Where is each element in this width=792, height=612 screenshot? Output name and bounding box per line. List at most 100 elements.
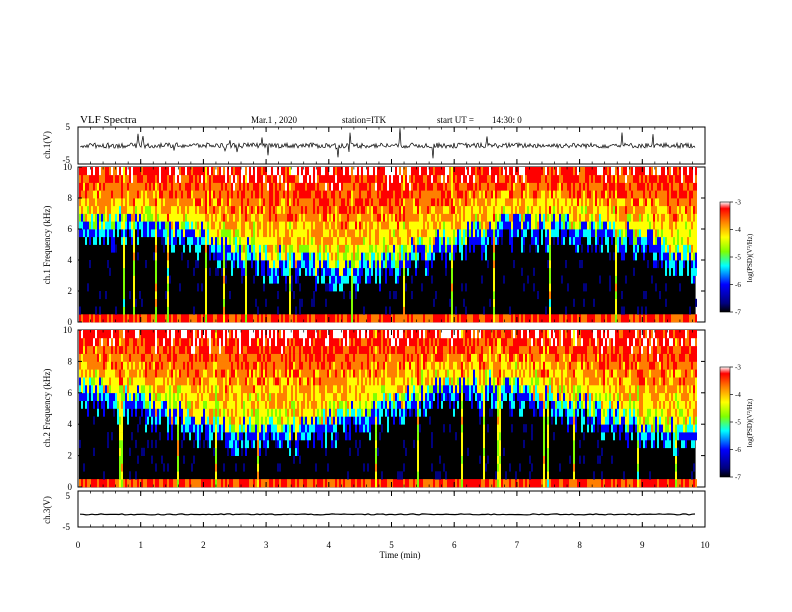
spectrogram-cell <box>153 314 155 323</box>
spectrogram-cell <box>155 361 157 370</box>
spectrogram-cell <box>523 283 525 292</box>
spectrogram-cell <box>275 229 277 238</box>
spectrogram-cell <box>347 167 349 176</box>
spectrogram-cell <box>643 314 645 323</box>
spectrogram-cell <box>173 369 175 378</box>
spectrogram-cell <box>179 400 181 409</box>
spectrogram-cell <box>661 174 663 183</box>
spectrogram-cell <box>147 416 149 425</box>
spectrogram-cell <box>643 182 645 191</box>
spectrogram-cell <box>351 275 353 284</box>
spectrogram-cell <box>435 236 437 245</box>
spectrogram-cell <box>153 213 155 222</box>
spectrogram-cell <box>85 236 87 245</box>
spectrogram-cell <box>305 213 307 222</box>
spectrogram-cell <box>621 221 623 230</box>
start-time-value: 14:30: 0 <box>492 115 522 125</box>
spectrogram-cell <box>683 205 685 214</box>
spectrogram-cell <box>149 361 151 370</box>
spectrogram-cell <box>687 260 689 269</box>
spectrogram-cell <box>693 213 695 222</box>
spectrogram-cell <box>229 244 231 253</box>
spectrogram-cell <box>401 190 403 199</box>
spectrogram-cell <box>115 479 117 488</box>
spectrogram-cell <box>661 198 663 207</box>
spectrogram-cell <box>285 182 287 191</box>
spectrogram-cell <box>189 221 191 230</box>
spectrogram-cell <box>351 198 353 207</box>
spectrogram-cell <box>549 236 551 245</box>
spectrogram-cell <box>657 229 659 238</box>
spectrogram-cell <box>271 167 273 176</box>
spectrogram-cell <box>277 174 279 183</box>
spectrogram-cell <box>481 236 483 245</box>
spectrogram-cell <box>379 190 381 199</box>
spectrogram-cell <box>155 260 157 269</box>
spectrogram-cell <box>139 353 141 362</box>
spectrogram-cell <box>187 345 189 354</box>
spectrogram-cell <box>217 314 219 323</box>
spectrogram-cell <box>555 314 557 323</box>
spectrogram-cell <box>151 205 153 214</box>
spectrogram-cell <box>187 174 189 183</box>
spectrogram-cell <box>327 267 329 276</box>
spectrogram-cell <box>199 384 201 394</box>
spectrogram-cell <box>599 198 601 207</box>
spectrogram-cell <box>199 432 201 441</box>
spectrogram-cell <box>285 314 287 323</box>
spectrogram-cell <box>91 384 93 394</box>
spectrogram-cell <box>463 314 465 323</box>
spectrogram-cell <box>623 190 625 199</box>
spectrogram-cell <box>165 205 167 214</box>
spectrogram-cell <box>241 252 243 261</box>
spectrogram-cell <box>139 205 141 214</box>
spectrogram-cell <box>79 369 81 378</box>
spectrogram-cell <box>121 432 123 441</box>
spectrogram-cell <box>375 260 377 269</box>
spectrogram-cell <box>379 221 381 230</box>
spectrogram-cell <box>679 244 681 253</box>
spectrogram-cell <box>349 167 351 176</box>
spectrogram-cell <box>165 361 167 370</box>
spectrogram-cell <box>245 306 247 315</box>
spectrogram-cell <box>343 190 345 199</box>
spectrogram-cell <box>289 267 291 276</box>
spectrogram-cell <box>187 384 189 394</box>
spectrogram-cell <box>225 275 227 284</box>
spectrogram-cell <box>347 244 349 253</box>
spectrogram-cell <box>407 213 409 222</box>
spectrogram-cell <box>151 229 153 238</box>
spectrogram-cell <box>217 198 219 207</box>
spectrogram-cell <box>369 236 371 245</box>
spectrogram-cell <box>279 244 281 253</box>
spectrogram-cell <box>361 229 363 238</box>
spectrogram-cell <box>613 229 615 238</box>
spectrogram-cell <box>247 236 249 245</box>
spectrogram-cell <box>339 267 341 276</box>
spectrogram-cell <box>295 244 297 253</box>
spectrogram-cell <box>113 182 115 191</box>
spectrogram-cell <box>467 167 469 176</box>
spectrogram-cell <box>555 221 557 230</box>
spectrogram-cell <box>161 190 163 199</box>
spectrogram-cell <box>341 283 343 292</box>
spectrogram-cell <box>85 384 87 394</box>
spectrogram-cell <box>83 221 85 230</box>
spectrogram-cell <box>381 260 383 269</box>
spectrogram-cell <box>669 229 671 238</box>
spectrogram-cell <box>391 229 393 238</box>
spectrogram-cell <box>521 236 523 245</box>
spectrogram-cell <box>459 182 461 191</box>
spectrogram-cell <box>287 167 289 176</box>
spectrogram-cell <box>213 182 215 191</box>
spectrogram-cell <box>381 221 383 230</box>
spectrogram-cell <box>285 236 287 245</box>
spectrogram-cell <box>453 252 455 261</box>
spectrogram-cell <box>537 174 539 183</box>
spectrogram-cell <box>227 314 229 323</box>
spectrogram-cell <box>477 182 479 191</box>
spectrogram-cell <box>609 198 611 207</box>
spectrogram-cell <box>167 400 169 409</box>
spectrogram-cell <box>553 205 555 214</box>
spectrogram-cell <box>135 337 137 347</box>
